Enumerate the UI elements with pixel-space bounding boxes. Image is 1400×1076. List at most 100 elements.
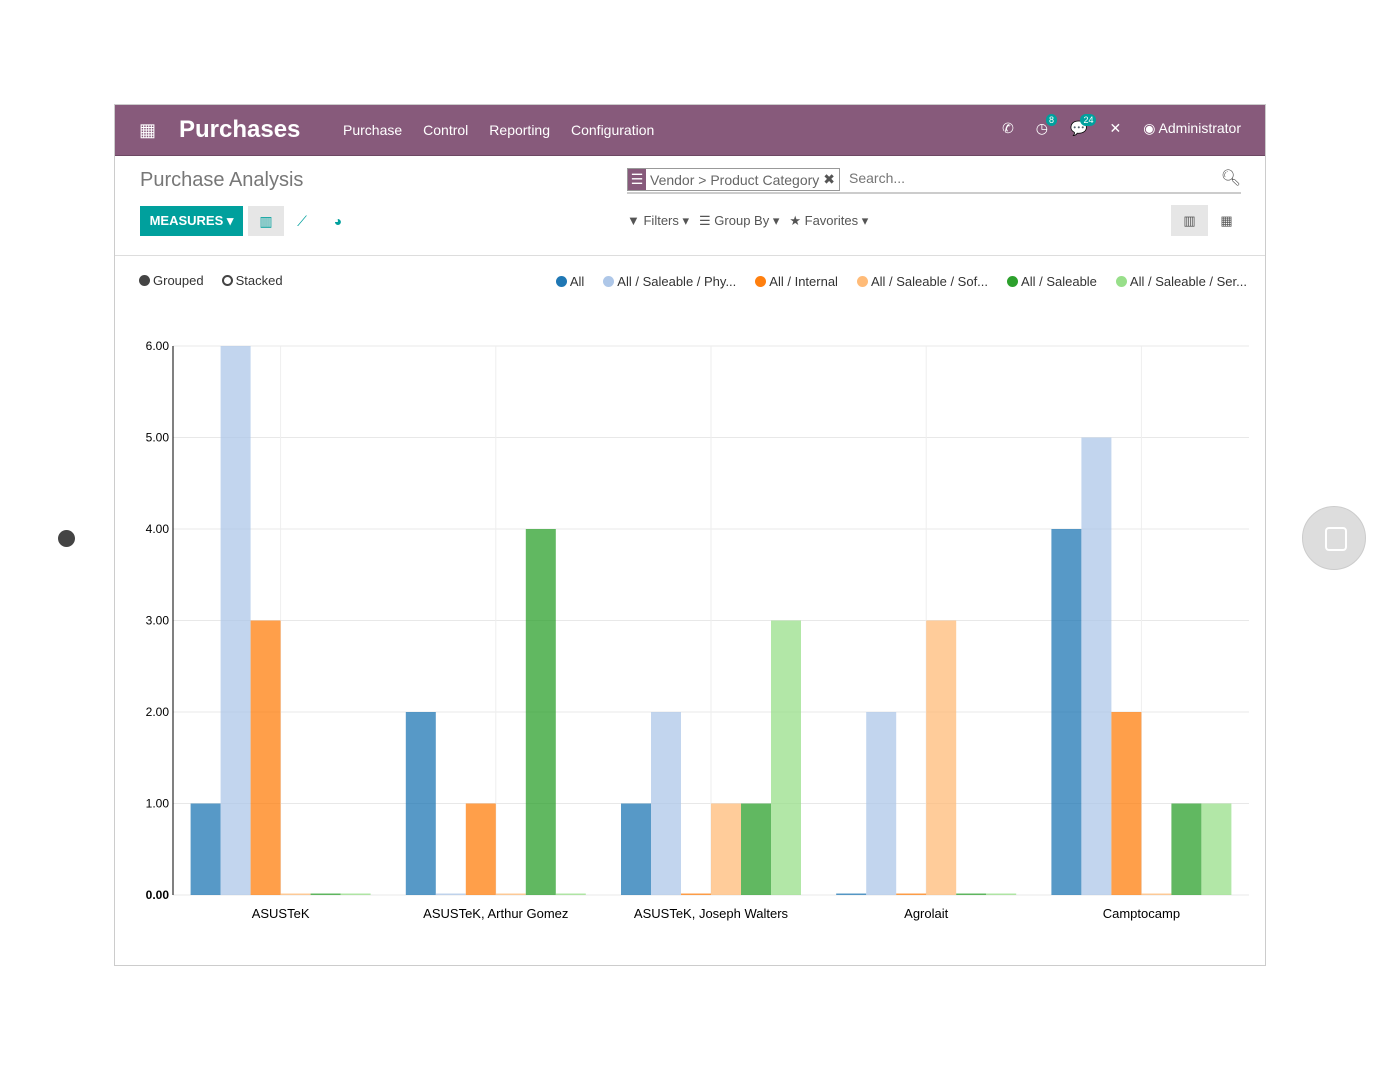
legend-swatch bbox=[1007, 276, 1019, 287]
bar[interactable] bbox=[310, 893, 341, 896]
bar[interactable] bbox=[465, 803, 496, 896]
line-chart-icon[interactable]: ⟋ bbox=[297, 213, 307, 229]
legend-label: All / Saleable / Phy... bbox=[617, 274, 737, 289]
remove-facet-icon[interactable]: ✖ bbox=[823, 171, 836, 187]
chart-legend: All All / Saleable / Phy... All / Internal… bbox=[555, 274, 1247, 289]
bar[interactable] bbox=[836, 893, 867, 896]
y-tick-label: 5.00 bbox=[146, 431, 170, 445]
bar[interactable] bbox=[741, 803, 771, 896]
top-navbar: ▦ Purchases Purchase Control Reporting C… bbox=[115, 105, 1265, 156]
menu-control[interactable]: Control bbox=[423, 122, 469, 138]
facet-label: Vendor > Product Category bbox=[650, 171, 820, 188]
square-icon bbox=[1325, 527, 1347, 551]
y-tick-label: 3.00 bbox=[146, 614, 170, 628]
bar-chart-icon[interactable]: ▥ bbox=[248, 206, 284, 236]
group-by-button[interactable]: ☰ Group By ▾ bbox=[699, 213, 780, 228]
legend-label: All / Saleable bbox=[1021, 274, 1097, 289]
bar[interactable] bbox=[1171, 803, 1202, 896]
grouped-label: Grouped bbox=[153, 273, 204, 288]
bar[interactable] bbox=[190, 803, 221, 896]
legend-swatch bbox=[555, 276, 567, 287]
bar[interactable] bbox=[681, 893, 711, 896]
bar[interactable] bbox=[495, 893, 526, 896]
bar[interactable] bbox=[711, 803, 741, 896]
user-menu[interactable]: ◉ Administrator bbox=[1143, 120, 1241, 137]
bar[interactable] bbox=[986, 893, 1017, 896]
search-input[interactable] bbox=[849, 170, 1209, 186]
bar[interactable] bbox=[1111, 712, 1142, 895]
legend-label: All / Saleable / Sof... bbox=[870, 274, 989, 289]
phone-icon[interactable]: ✆ bbox=[1002, 120, 1014, 136]
menu-configuration[interactable]: Configuration bbox=[571, 122, 655, 138]
filters-label: Filters ▾ bbox=[643, 213, 690, 228]
legend-item[interactable]: All / Internal bbox=[755, 274, 838, 289]
legend-label: All bbox=[569, 274, 585, 289]
x-tick-label: ASUSTeK bbox=[252, 906, 310, 921]
measures-button[interactable]: MEASURES ▾ bbox=[140, 206, 243, 236]
legend-item[interactable]: All / Saleable / Phy... bbox=[603, 274, 736, 289]
bar[interactable] bbox=[220, 346, 251, 895]
bar[interactable] bbox=[250, 620, 281, 896]
floating-action-button[interactable] bbox=[1302, 506, 1366, 570]
messages-badge: 24 bbox=[1080, 114, 1097, 126]
bar[interactable] bbox=[1051, 529, 1082, 895]
bar[interactable] bbox=[280, 893, 311, 896]
search-bar: ☰Vendor > Product Category✖ 🔍︎ bbox=[627, 168, 1241, 194]
bar[interactable] bbox=[1141, 893, 1172, 896]
legend-swatch bbox=[856, 276, 868, 287]
favorites-button[interactable]: ★ Favorites ▾ bbox=[789, 213, 869, 228]
y-tick-label: 2.00 bbox=[146, 705, 170, 719]
bar[interactable] bbox=[405, 712, 436, 895]
apps-grid-icon[interactable]: ▦ bbox=[139, 120, 157, 140]
graph-view-icon[interactable]: ▥ bbox=[1171, 205, 1208, 236]
legend-swatch bbox=[603, 276, 615, 287]
bar[interactable] bbox=[1201, 803, 1232, 896]
bar[interactable] bbox=[866, 712, 897, 895]
menu-purchase[interactable]: Purchase bbox=[343, 122, 403, 138]
bar[interactable] bbox=[651, 712, 681, 895]
stacked-radio[interactable]: Stacked bbox=[221, 273, 283, 288]
legend-item[interactable]: All bbox=[555, 274, 585, 289]
divider bbox=[115, 255, 1265, 256]
pie-chart-icon[interactable]: ◕ bbox=[333, 213, 343, 229]
activity-clock-icon[interactable]: ◷ 8 bbox=[1036, 114, 1058, 137]
legend-item[interactable]: All / Saleable / Ser... bbox=[1115, 274, 1247, 289]
radio-unchecked-icon bbox=[221, 275, 233, 286]
bar[interactable] bbox=[956, 893, 987, 896]
legend-item[interactable]: All / Saleable / Sof... bbox=[856, 274, 989, 289]
bar[interactable] bbox=[525, 529, 556, 895]
legend-item[interactable]: All / Saleable bbox=[1007, 274, 1097, 289]
x-tick-label: ASUSTeK, Arthur Gomez bbox=[423, 906, 568, 921]
app-window: ▦ Purchases Purchase Control Reporting C… bbox=[114, 104, 1266, 966]
avatar: ◉ bbox=[1143, 120, 1156, 136]
pivot-view-icon[interactable]: ▦ bbox=[1220, 213, 1233, 228]
bar[interactable] bbox=[771, 620, 801, 896]
menu-reporting[interactable]: Reporting bbox=[489, 122, 550, 138]
bar[interactable] bbox=[555, 893, 586, 896]
legend-swatch bbox=[755, 276, 767, 287]
x-tick-label: Camptocamp bbox=[1103, 906, 1180, 921]
grouped-radio[interactable]: Grouped bbox=[139, 273, 204, 288]
app-brand[interactable]: Purchases bbox=[179, 116, 301, 143]
bar[interactable] bbox=[896, 893, 927, 896]
bar[interactable] bbox=[621, 803, 651, 896]
bar[interactable] bbox=[1081, 437, 1112, 896]
x-tick-label: Agrolait bbox=[904, 906, 948, 921]
search-facet[interactable]: ☰ Vendor > Product Category ✖ bbox=[627, 168, 841, 191]
filters-button[interactable]: ▼ Filters ▾ bbox=[627, 213, 690, 228]
messages-icon[interactable]: 💬 24 bbox=[1070, 114, 1097, 137]
favorites-label: Favorites ▾ bbox=[804, 213, 869, 228]
bar[interactable] bbox=[926, 620, 957, 896]
debug-tools-icon[interactable]: ✕ bbox=[1109, 120, 1122, 136]
group-by-label: Group By ▾ bbox=[714, 213, 780, 228]
bar[interactable] bbox=[340, 893, 371, 896]
cursor-dot bbox=[58, 530, 75, 547]
search-icon[interactable]: 🔍︎ bbox=[1220, 170, 1241, 187]
y-tick-label: 4.00 bbox=[146, 522, 170, 536]
legend-label: All / Internal bbox=[769, 274, 838, 289]
bar[interactable] bbox=[435, 893, 466, 896]
radio-checked-icon bbox=[139, 275, 150, 286]
legend-swatch bbox=[1115, 276, 1127, 287]
user-name: Administrator bbox=[1158, 120, 1241, 136]
x-tick-label: ASUSTeK, Joseph Walters bbox=[634, 906, 789, 921]
